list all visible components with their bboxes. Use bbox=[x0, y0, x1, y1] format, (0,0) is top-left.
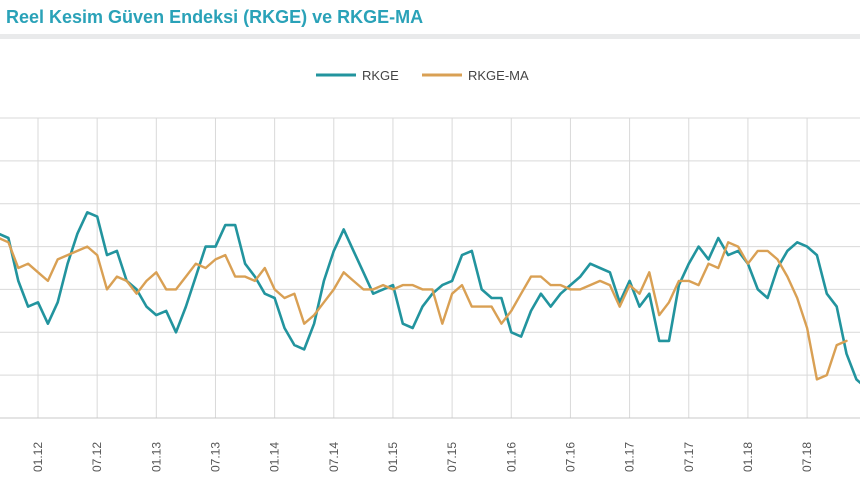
line-chart: RKGE RKGE-MA 01.12 07.12 01.13 07.13 01.14 07.… bbox=[0, 68, 860, 472]
x-tick-label-01-17: 01.17 bbox=[623, 442, 637, 472]
series-line-rkge bbox=[0, 211, 860, 385]
x-tick-label-01-12: 01.12 bbox=[31, 442, 45, 472]
x-tick-label-07-13: 07.13 bbox=[208, 442, 222, 472]
x-tick-label-07-18: 07.18 bbox=[800, 442, 814, 472]
chart-series bbox=[0, 211, 860, 385]
chart-header: Reel Kesim Güven Endeksi (RKGE) ve RKGE-… bbox=[0, 0, 860, 40]
chart-legend: RKGE RKGE-MA bbox=[316, 68, 529, 83]
x-tick-label-07-14: 07.14 bbox=[327, 442, 341, 472]
x-axis-ticks: 01.12 07.12 01.13 07.13 01.14 07.14 01.15 07.15… bbox=[31, 442, 814, 472]
x-tick-label-01-16: 01.16 bbox=[504, 442, 518, 472]
x-tick-label-01-14: 01.14 bbox=[268, 442, 282, 472]
x-tick-label-07-17: 07.17 bbox=[682, 442, 696, 472]
legend-label-rkge: RKGE bbox=[362, 68, 399, 83]
x-tick-label-01-18: 01.18 bbox=[741, 442, 755, 472]
series-line-rkge-ma bbox=[0, 237, 848, 381]
x-tick-label-07-15: 07.15 bbox=[445, 442, 459, 472]
x-tick-label-07-16: 07.16 bbox=[563, 442, 577, 472]
x-tick-label-01-13: 01.13 bbox=[149, 442, 163, 472]
x-tick-label-01-15: 01.15 bbox=[386, 442, 400, 472]
chart-title: Reel Kesim Güven Endeksi (RKGE) ve RKGE-… bbox=[6, 7, 424, 27]
grid-lines bbox=[0, 117, 860, 419]
title-underline bbox=[0, 34, 860, 39]
legend-label-rkge-ma: RKGE-MA bbox=[468, 68, 529, 83]
x-tick-label-07-12: 07.12 bbox=[90, 442, 104, 472]
